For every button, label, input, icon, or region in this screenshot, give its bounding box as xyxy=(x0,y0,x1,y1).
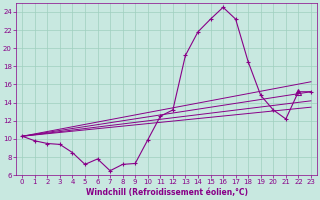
X-axis label: Windchill (Refroidissement éolien,°C): Windchill (Refroidissement éolien,°C) xyxy=(85,188,248,197)
